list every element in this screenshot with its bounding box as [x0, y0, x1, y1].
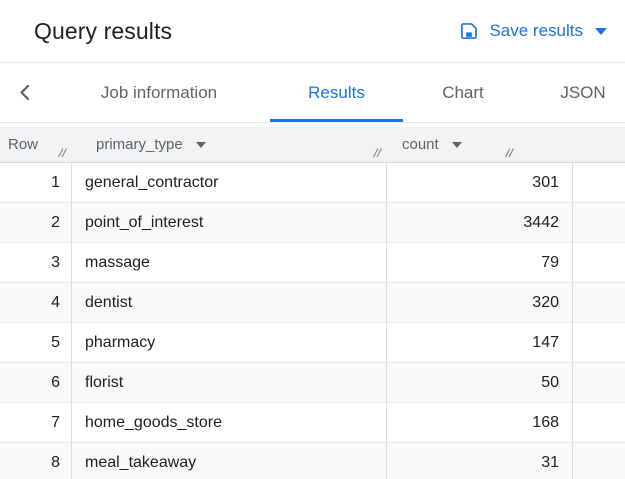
- count-cell: 301: [387, 163, 573, 202]
- column-header-primary-type[interactable]: primary_type: [72, 127, 387, 162]
- row-number-cell: 6: [0, 363, 72, 402]
- count-cell: 320: [387, 283, 573, 322]
- filler-cell: [573, 323, 625, 362]
- tab-json[interactable]: JSON: [523, 63, 625, 122]
- column-header-count[interactable]: count: [387, 127, 573, 162]
- caret-down-icon: [595, 27, 607, 35]
- topbar: Query results Save results: [0, 0, 625, 63]
- primary-type-cell: general_contractor: [72, 163, 387, 202]
- tab-chart[interactable]: Chart: [403, 63, 523, 122]
- column-label: count: [402, 136, 439, 153]
- column-label: primary_type: [96, 136, 183, 153]
- column-resize-handle-icon[interactable]: [504, 147, 515, 158]
- tab-job-information[interactable]: Job information: [48, 63, 270, 122]
- table-row: 7 home_goods_store 168: [0, 403, 625, 443]
- count-cell: 168: [387, 403, 573, 442]
- table-row: 5 pharmacy 147: [0, 323, 625, 363]
- primary-type-cell: florist: [72, 363, 387, 402]
- row-number-cell: 1: [0, 163, 72, 202]
- column-header-row-number: Row: [0, 127, 72, 162]
- primary-type-cell: meal_takeaway: [72, 443, 387, 479]
- tab-results[interactable]: Results: [270, 63, 403, 122]
- column-resize-handle-icon[interactable]: [57, 147, 68, 158]
- count-cell: 31: [387, 443, 573, 479]
- filler-cell: [573, 363, 625, 402]
- chevron-left-icon: [18, 84, 31, 101]
- row-number-cell: 5: [0, 323, 72, 362]
- primary-type-cell: point_of_interest: [72, 203, 387, 242]
- table-row: 4 dentist 320: [0, 283, 625, 323]
- filler-cell: [573, 243, 625, 282]
- tab-label: Job information: [100, 82, 218, 102]
- tab-label: Results: [308, 82, 365, 102]
- table-row: 3 massage 79: [0, 243, 625, 283]
- row-number-cell: 3: [0, 243, 72, 282]
- row-number-cell: 7: [0, 403, 72, 442]
- table-row: 8 meal_takeaway 31: [0, 443, 625, 479]
- count-cell: 3442: [387, 203, 573, 242]
- primary-type-cell: dentist: [72, 283, 387, 322]
- primary-type-cell: pharmacy: [72, 323, 387, 362]
- primary-type-cell: home_goods_store: [72, 403, 387, 442]
- column-menu-caret-icon[interactable]: [451, 141, 462, 148]
- filler-cell: [573, 443, 625, 479]
- scroll-tabs-left-button[interactable]: [0, 63, 48, 122]
- column-label: Row: [8, 136, 39, 153]
- count-cell: 50: [387, 363, 573, 402]
- primary-type-cell: massage: [72, 243, 387, 282]
- results-table: Row primary_type count: [0, 127, 625, 479]
- filler-cell: [573, 163, 625, 202]
- row-number-cell: 2: [0, 203, 72, 242]
- page-title: Query results: [34, 17, 173, 44]
- tab-label: Chart: [442, 82, 484, 102]
- filler-cell: [573, 283, 625, 322]
- tab-label: JSON: [560, 82, 606, 102]
- row-number-cell: 8: [0, 443, 72, 479]
- save-results-button[interactable]: Save results: [455, 15, 611, 47]
- filler-cell: [573, 403, 625, 442]
- tab-bar: Job information Results Chart JSON: [0, 63, 625, 123]
- table-header-row: Row primary_type count: [0, 127, 625, 163]
- table-row: 1 general_contractor 301: [0, 163, 625, 203]
- row-number-cell: 4: [0, 283, 72, 322]
- column-menu-caret-icon[interactable]: [195, 141, 206, 148]
- column-resize-handle-icon[interactable]: [372, 147, 383, 158]
- count-cell: 79: [387, 243, 573, 282]
- column-header-filler: [573, 127, 625, 162]
- table-row: 6 florist 50: [0, 363, 625, 403]
- count-cell: 147: [387, 323, 573, 362]
- table-row: 2 point_of_interest 3442: [0, 203, 625, 243]
- save-results-label: Save results: [489, 21, 583, 40]
- save-icon: [459, 21, 479, 41]
- filler-cell: [573, 203, 625, 242]
